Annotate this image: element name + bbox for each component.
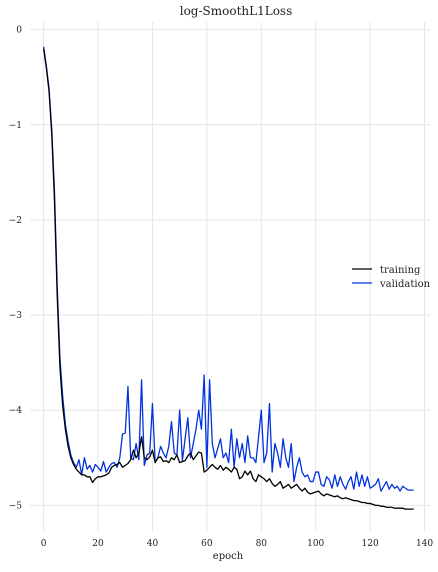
x-tick-label: 120 xyxy=(362,539,379,549)
y-tick-label: −3 xyxy=(9,311,23,321)
legend-label-validation: validation xyxy=(379,279,431,290)
x-tick-label: 80 xyxy=(256,539,268,549)
legend-label-training: training xyxy=(380,265,421,276)
x-tick-label: 60 xyxy=(201,539,213,549)
y-tick-label: −1 xyxy=(9,121,22,131)
y-tick-label: −5 xyxy=(9,501,23,511)
x-tick-label: 20 xyxy=(92,539,104,549)
y-tick-label: −2 xyxy=(9,216,22,226)
chart-title: log-SmoothL1Loss xyxy=(180,4,293,18)
x-axis-label: epoch xyxy=(213,551,244,562)
x-tick-label: 0 xyxy=(41,539,47,549)
x-axis-ticks: 0 20 40 60 80 100 120 140 xyxy=(41,539,434,549)
series-line-training xyxy=(42,48,414,510)
series-lines xyxy=(42,46,414,510)
y-tick-label: −4 xyxy=(9,406,23,416)
grid xyxy=(30,22,430,532)
legend: training validation xyxy=(352,265,431,290)
x-tick-label: 100 xyxy=(307,539,324,549)
y-axis-ticks: 0 −1 −2 −3 −4 −5 xyxy=(9,26,23,512)
x-tick-label: 40 xyxy=(147,539,159,549)
x-tick-label: 140 xyxy=(416,539,433,549)
y-tick-label: 0 xyxy=(16,26,22,36)
series-line-validation xyxy=(42,46,414,492)
